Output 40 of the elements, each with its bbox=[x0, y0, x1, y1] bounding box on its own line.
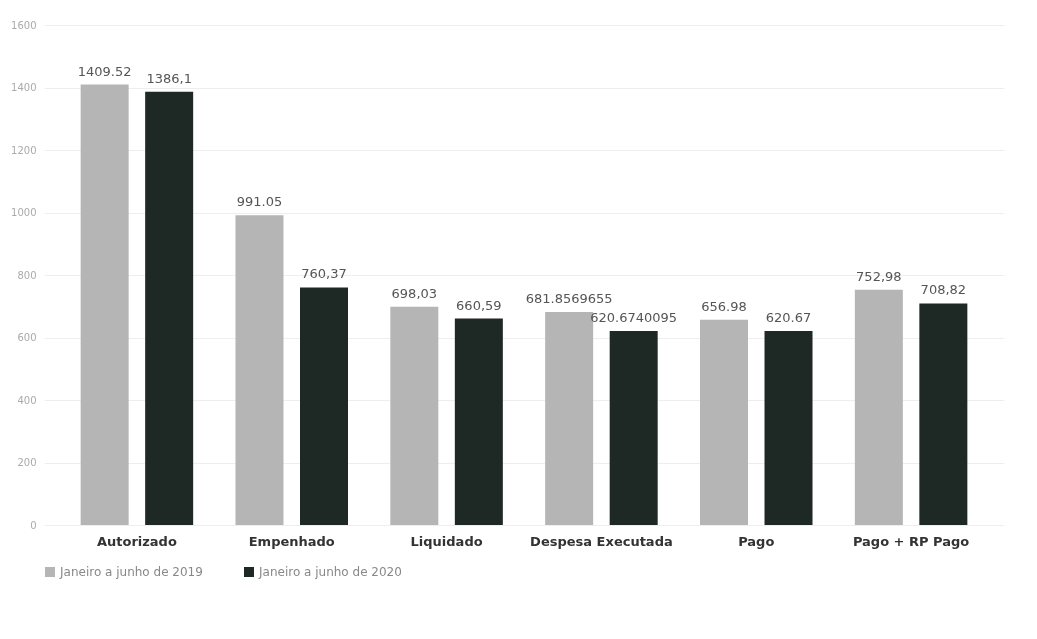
y-tick-label: 1000 bbox=[11, 207, 37, 218]
x-tick-label: Liquidado bbox=[410, 533, 483, 549]
y-tick-label: 600 bbox=[17, 332, 37, 343]
data-label: 620.67 bbox=[765, 310, 812, 326]
y-tick-label: 800 bbox=[17, 269, 37, 281]
legend-label: Janeiro a junho de 2020 bbox=[258, 565, 402, 579]
bar bbox=[854, 289, 903, 525]
x-tick-label: Empenhado bbox=[248, 533, 335, 549]
y-tick-label: 400 bbox=[17, 394, 37, 406]
y-tick-label: 1600 bbox=[11, 19, 37, 31]
x-tick-label: Pago + RP Pago bbox=[852, 533, 970, 549]
data-label: 991.05 bbox=[236, 194, 283, 210]
y-tick-label: 200 bbox=[17, 457, 37, 468]
data-label: 760,37 bbox=[301, 266, 347, 282]
y-tick-label: 1400 bbox=[11, 82, 37, 93]
y-tick-label: 0 bbox=[30, 519, 37, 531]
data-label: 752,98 bbox=[856, 268, 902, 284]
bar bbox=[919, 303, 968, 525]
x-tick-label: Autorizado bbox=[96, 533, 177, 549]
y-tick-label: 1200 bbox=[11, 144, 37, 156]
bar bbox=[764, 331, 813, 525]
x-tick-label: Pago bbox=[738, 533, 775, 549]
data-label: 1409.52 bbox=[77, 63, 132, 79]
data-label: 660,59 bbox=[456, 297, 502, 313]
data-label: 681.8569655 bbox=[525, 290, 613, 306]
x-tick-label: Despesa Executada bbox=[530, 533, 673, 549]
data-label: 708,82 bbox=[920, 282, 967, 298]
bar bbox=[454, 318, 503, 525]
data-label: 698,03 bbox=[391, 285, 438, 301]
bar bbox=[235, 215, 284, 525]
bar bbox=[145, 91, 194, 525]
bar bbox=[609, 331, 658, 525]
bar bbox=[390, 306, 439, 525]
data-label: 656.98 bbox=[701, 298, 747, 314]
bar bbox=[300, 287, 348, 525]
legend-label: Janeiro a junho de 2019 bbox=[59, 565, 203, 579]
data-label: 620.6740095 bbox=[590, 310, 678, 326]
data-label: 1386,1 bbox=[146, 70, 192, 86]
bar bbox=[80, 84, 129, 525]
bar bbox=[700, 319, 748, 525]
